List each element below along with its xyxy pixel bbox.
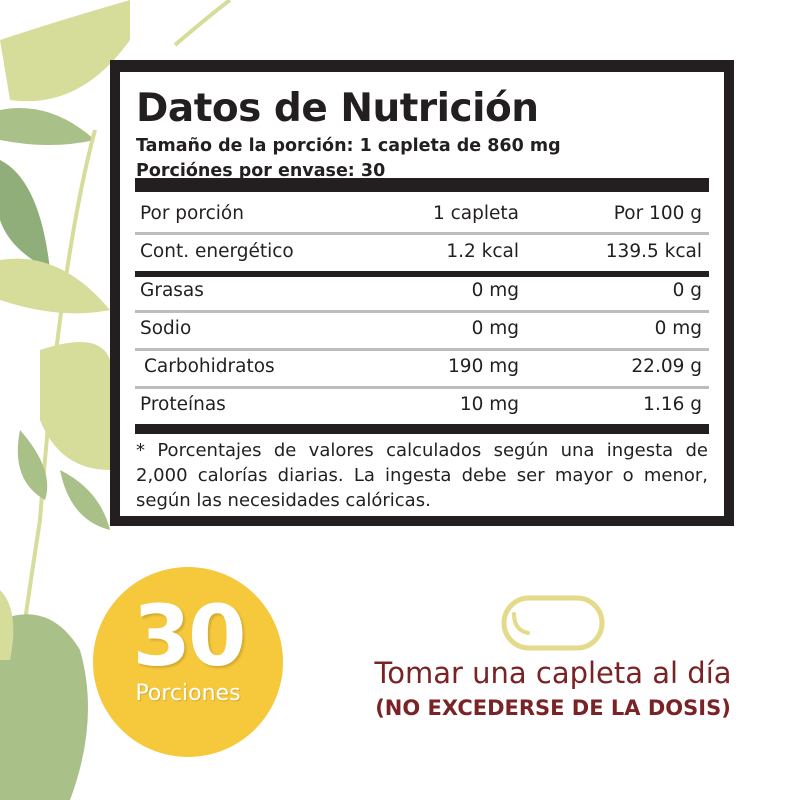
table-row: Cont. energético 1.2 kcal 139.5 kcal bbox=[135, 233, 709, 271]
panel-title: Datos de Nutrición bbox=[136, 86, 539, 131]
dosage-instruction: Tomar una capleta al día bbox=[374, 656, 732, 690]
nutrient-name: Grasas bbox=[140, 280, 204, 301]
table-row: Sodio 0 mg 0 mg bbox=[135, 310, 709, 348]
nutrient-name: Carbohidratos bbox=[144, 356, 275, 377]
footnote: * Porcentajes de valores calculados segú… bbox=[136, 440, 708, 511]
header-per-serving: 1 capleta bbox=[432, 203, 519, 224]
table-row: Grasas 0 mg 0 g bbox=[135, 272, 709, 310]
nutrient-name: Sodio bbox=[140, 318, 192, 339]
per-100g-value: 0 mg bbox=[654, 318, 702, 339]
servings-number: 30 bbox=[132, 587, 247, 685]
divider-line bbox=[135, 348, 709, 351]
divider-bar bbox=[135, 178, 709, 192]
table-header-row: Por porción 1 capleta Por 100 g bbox=[135, 195, 709, 233]
per-serving-value: 0 mg bbox=[471, 318, 519, 339]
servings-badge: 30 Porciones bbox=[93, 567, 283, 757]
nutrient-name: Cont. energético bbox=[140, 241, 294, 262]
servings-per-container: Porciónes por envase: 30 bbox=[136, 161, 386, 181]
per-serving-value: 0 mg bbox=[471, 280, 519, 301]
serving-size: Tamaño de la porción: 1 capleta de 860 m… bbox=[136, 136, 561, 156]
divider-bar bbox=[135, 424, 709, 434]
nutrition-facts-panel: Datos de Nutrición Tamaño de la porción:… bbox=[110, 60, 734, 526]
divider-bar bbox=[135, 271, 709, 277]
table-row: Proteínas 10 mg 1.16 g bbox=[135, 386, 709, 424]
nutrient-name: Proteínas bbox=[140, 394, 226, 415]
per-serving-value: 190 mg bbox=[448, 356, 519, 377]
per-serving-value: 1.2 kcal bbox=[446, 241, 519, 262]
per-100g-value: 0 g bbox=[672, 280, 702, 301]
per-100g-value: 139.5 kcal bbox=[605, 241, 702, 262]
header-per-100g: Por 100 g bbox=[613, 203, 702, 224]
divider-line bbox=[135, 386, 709, 389]
per-serving-value: 10 mg bbox=[459, 394, 519, 415]
servings-label: Porciones bbox=[135, 681, 241, 706]
header-name: Por porción bbox=[140, 203, 244, 224]
capsule-icon bbox=[501, 595, 605, 651]
per-100g-value: 1.16 g bbox=[643, 394, 702, 415]
dosage-warning: (NO EXCEDERSE DE LA DOSIS) bbox=[375, 696, 731, 720]
divider-line bbox=[135, 310, 709, 313]
per-100g-value: 22.09 g bbox=[631, 356, 702, 377]
divider-line bbox=[135, 232, 709, 235]
table-row: Carbohidratos 190 mg 22.09 g bbox=[135, 348, 709, 386]
